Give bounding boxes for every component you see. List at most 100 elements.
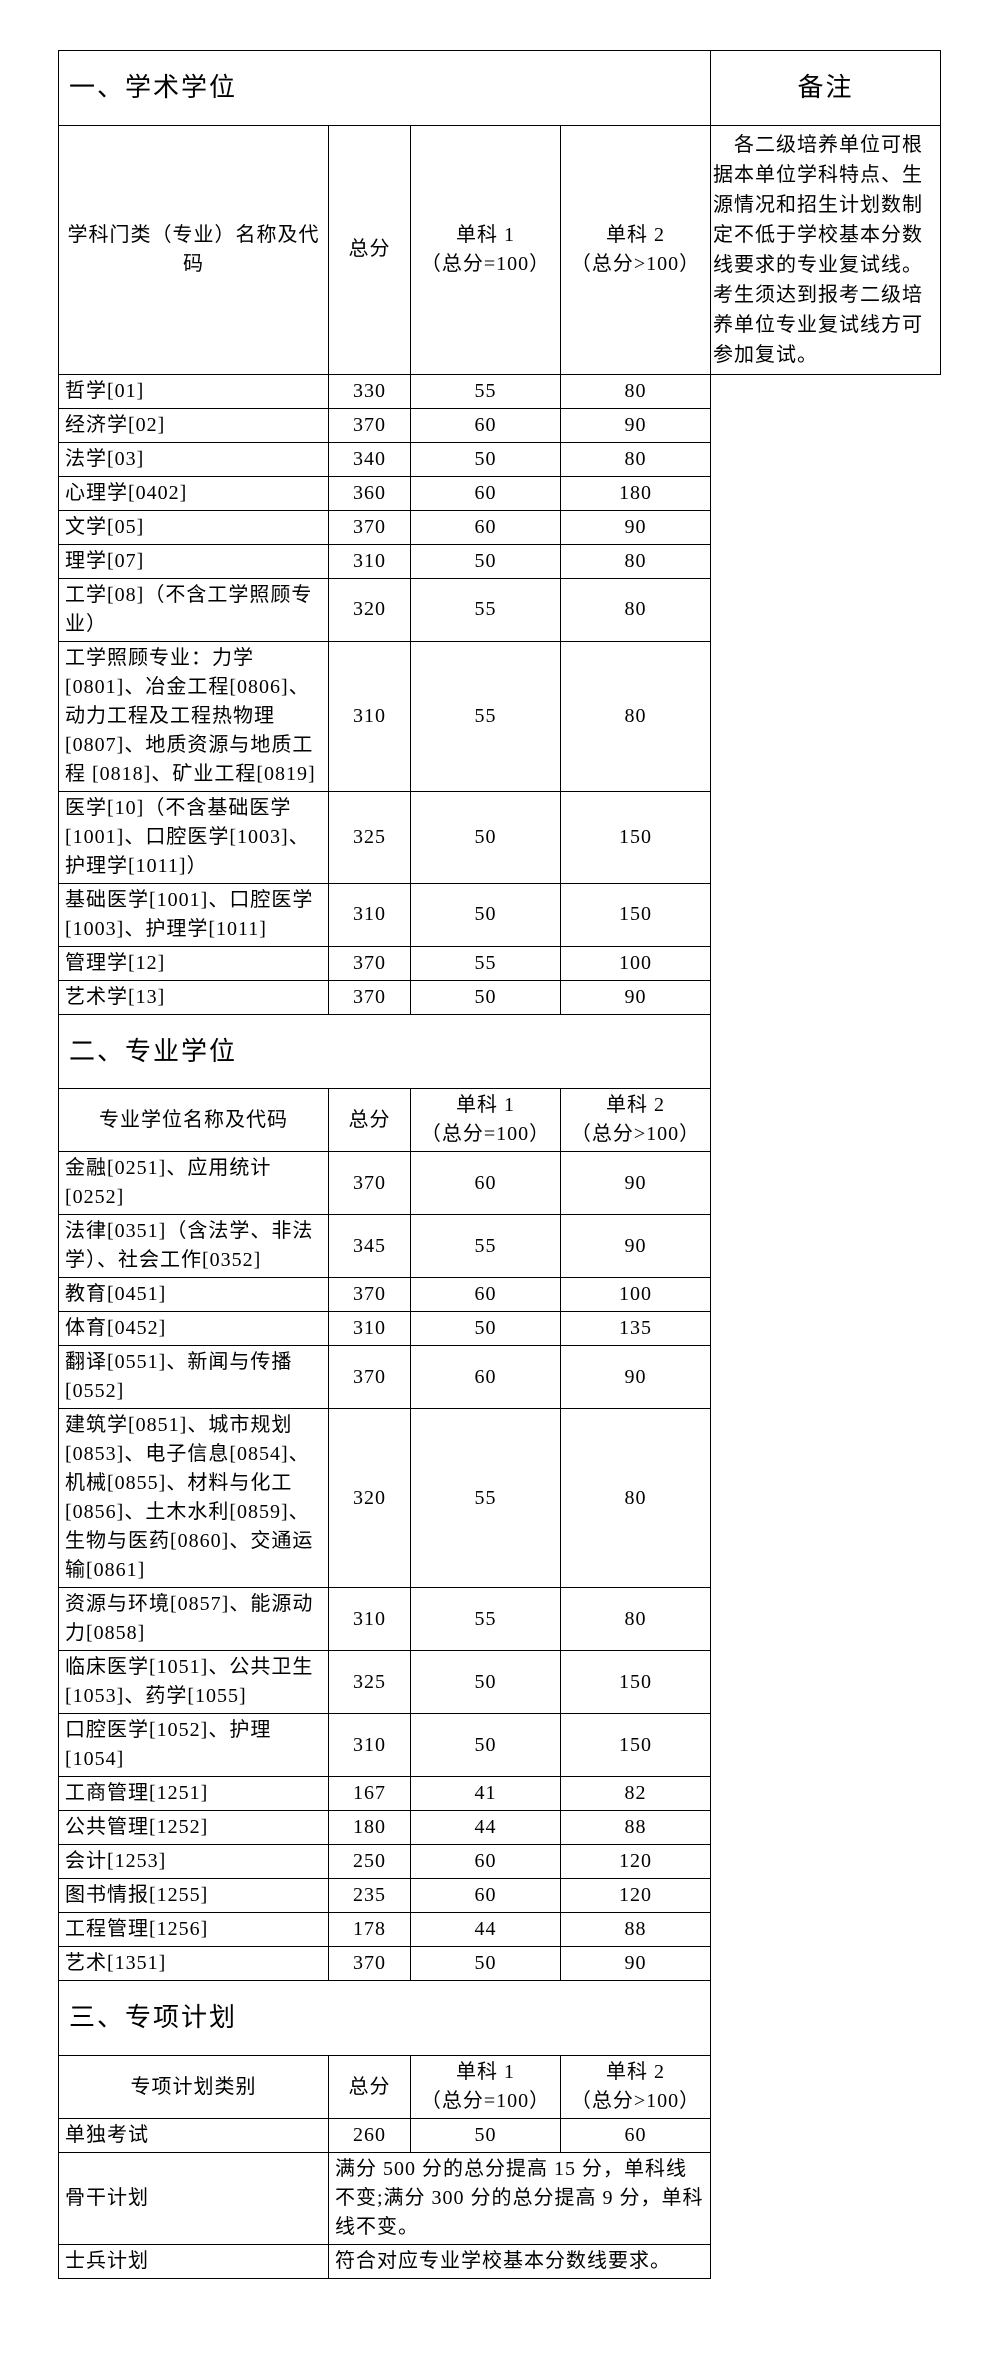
section3-title: 三、专项计划: [59, 1981, 711, 2056]
row-total: 310: [329, 1312, 411, 1346]
table-row: 医学[10]（不含基础医学[1001]、口腔医学[1003]、护理学[1011]…: [59, 791, 941, 883]
row-s1: 60: [411, 408, 561, 442]
table-row: 图书情报[1255]23560120: [59, 1879, 941, 1913]
table-row: 翻译[0551]、新闻与传播[0552]3706090: [59, 1346, 941, 1409]
row-s2: 120: [561, 1879, 711, 1913]
table-row: 临床医学[1051]、公共卫生[1053]、药学[1055]32550150: [59, 1651, 941, 1714]
row-total: 310: [329, 1588, 411, 1651]
row-s2: 100: [561, 946, 711, 980]
table-row: 基础医学[1001]、口腔医学[1003]、护理学[1011]31050150: [59, 883, 941, 946]
row-s2: 80: [561, 641, 711, 791]
s3-col-name: 专项计划类别: [59, 2056, 329, 2119]
row-total: 178: [329, 1913, 411, 1947]
row-name: 艺术学[13]: [59, 980, 329, 1014]
table-row: 体育[0452]31050135: [59, 1312, 941, 1346]
row-s1: 50: [411, 1714, 561, 1777]
row-name: 心理学[0402]: [59, 476, 329, 510]
table-row: 哲学[01]3305580: [59, 374, 941, 408]
row-total: 370: [329, 408, 411, 442]
row-total: 250: [329, 1845, 411, 1879]
s3-col-s1: 单科 1 （总分=100）: [411, 2056, 561, 2119]
row-s1: 60: [411, 1879, 561, 1913]
table-row: 艺术学[13]3705090: [59, 980, 941, 1014]
row-s1: 55: [411, 578, 561, 641]
row-s2: 180: [561, 476, 711, 510]
row-s2: 88: [561, 1913, 711, 1947]
row-s2: 90: [561, 1215, 711, 1278]
table-row: 工学照顾专业：力学[0801]、冶金工程[0806]、动力工程及工程热物理[08…: [59, 641, 941, 791]
row-total: 370: [329, 1152, 411, 1215]
row-name: 体育[0452]: [59, 1312, 329, 1346]
row-total: 325: [329, 1651, 411, 1714]
row-s2: 90: [561, 980, 711, 1014]
row-s2: 80: [561, 374, 711, 408]
row-name: 法学[03]: [59, 442, 329, 476]
row-s1: 50: [411, 1947, 561, 1981]
row-s1: 60: [411, 1845, 561, 1879]
table-row: 法律[0351]（含法学、非法学）、社会工作[0352]3455590: [59, 1215, 941, 1278]
row-s2: 80: [561, 578, 711, 641]
row-s2: 60: [561, 2119, 711, 2153]
row-s1: 60: [411, 476, 561, 510]
s2-col-s1: 单科 1 （总分=100）: [411, 1089, 561, 1152]
table-row: 管理学[12]37055100: [59, 946, 941, 980]
s1-col-total: 总分: [329, 125, 411, 374]
row-s2: 80: [561, 544, 711, 578]
row-s1: 55: [411, 1588, 561, 1651]
row-name: 士兵计划: [59, 2245, 329, 2279]
table-row: 金融[0251]、应用统计[0252]3706090: [59, 1152, 941, 1215]
row-total: 330: [329, 374, 411, 408]
row-merged-text: 符合对应专业学校基本分数线要求。: [329, 2245, 711, 2279]
table-row: 建筑学[0851]、城市规划[0853]、电子信息[0854]、机械[0855]…: [59, 1409, 941, 1588]
row-s1: 55: [411, 641, 561, 791]
row-s2: 150: [561, 1651, 711, 1714]
row-total: 370: [329, 510, 411, 544]
table-row: 单独考试2605060: [59, 2119, 941, 2153]
table-row: 教育[0451]37060100: [59, 1278, 941, 1312]
row-s2: 80: [561, 442, 711, 476]
row-name: 金融[0251]、应用统计[0252]: [59, 1152, 329, 1215]
row-name: 文学[05]: [59, 510, 329, 544]
row-s2: 90: [561, 1152, 711, 1215]
section2-title: 二、专业学位: [59, 1014, 711, 1089]
row-total: 370: [329, 1278, 411, 1312]
row-name: 公共管理[1252]: [59, 1811, 329, 1845]
row-total: 325: [329, 791, 411, 883]
row-s1: 41: [411, 1777, 561, 1811]
s2-col-total: 总分: [329, 1089, 411, 1152]
s1-col-s2: 单科 2 （总分>100）: [561, 125, 711, 374]
row-s1: 50: [411, 980, 561, 1014]
row-s2: 90: [561, 1947, 711, 1981]
row-name: 理学[07]: [59, 544, 329, 578]
row-total: 260: [329, 2119, 411, 2153]
row-name: 工程管理[1256]: [59, 1913, 329, 1947]
row-name: 基础医学[1001]、口腔医学[1003]、护理学[1011]: [59, 883, 329, 946]
row-name: 教育[0451]: [59, 1278, 329, 1312]
row-name: 哲学[01]: [59, 374, 329, 408]
s3-col-s2: 单科 2 （总分>100）: [561, 2056, 711, 2119]
row-name: 工学[08]（不含工学照顾专业）: [59, 578, 329, 641]
row-s1: 55: [411, 1215, 561, 1278]
s1-col-name: 学科门类（专业）名称及代码: [59, 125, 329, 374]
row-total: 167: [329, 1777, 411, 1811]
row-name: 翻译[0551]、新闻与传播[0552]: [59, 1346, 329, 1409]
row-total: 180: [329, 1811, 411, 1845]
table-row: 骨干计划满分 500 分的总分提高 15 分，单科线不变;满分 300 分的总分…: [59, 2153, 941, 2245]
table-row: 理学[07]3105080: [59, 544, 941, 578]
row-total: 370: [329, 946, 411, 980]
s1-col-s1: 单科 1 （总分=100）: [411, 125, 561, 374]
row-s1: 60: [411, 1278, 561, 1312]
row-s1: 60: [411, 1152, 561, 1215]
score-table: 一、学术学位 备注 学科门类（专业）名称及代码 总分 单科 1 （总分=100）…: [58, 50, 941, 2279]
section1-title: 一、学术学位: [59, 51, 711, 126]
table-row: 心理学[0402]36060180: [59, 476, 941, 510]
row-name: 经济学[02]: [59, 408, 329, 442]
row-total: 235: [329, 1879, 411, 1913]
row-s2: 100: [561, 1278, 711, 1312]
row-name: 法律[0351]（含法学、非法学）、社会工作[0352]: [59, 1215, 329, 1278]
row-s2: 150: [561, 1714, 711, 1777]
table-row: 经济学[02]3706090: [59, 408, 941, 442]
row-name: 艺术[1351]: [59, 1947, 329, 1981]
row-total: 310: [329, 544, 411, 578]
table-row: 文学[05]3706090: [59, 510, 941, 544]
